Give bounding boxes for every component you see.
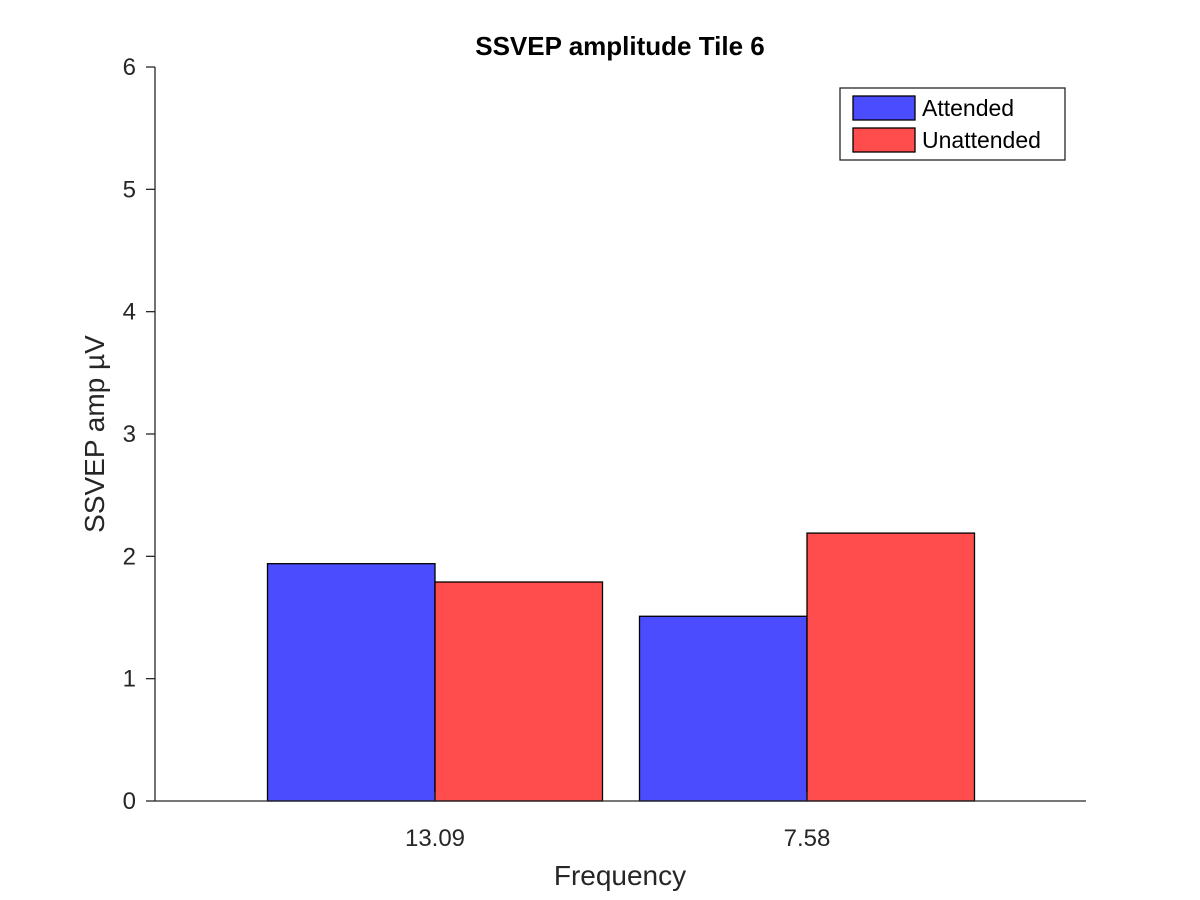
y-tick-label: 0	[123, 788, 136, 815]
y-tick-label: 1	[123, 666, 136, 693]
bar-unattended-7-58	[806, 532, 976, 802]
legend: Attended Unattended	[839, 87, 1066, 161]
legend-swatch-attended	[852, 95, 916, 121]
y-tick-label: 4	[123, 299, 136, 326]
x-tick-label: 7.58	[784, 825, 831, 852]
y-tick-label: 5	[123, 176, 136, 203]
bar-attended-7-58	[638, 615, 808, 802]
chart-title: SSVEP amplitude Tile 6	[475, 31, 764, 61]
bar-attended-13-09	[266, 563, 436, 802]
y-ticks-group: 0 1 2 3 4 5 6	[123, 54, 155, 815]
bar-unattended-13-09	[434, 581, 604, 802]
y-tick-label: 6	[123, 54, 136, 81]
x-axis-title: Frequency	[554, 860, 686, 891]
x-tick-label: 13.09	[405, 825, 465, 852]
y-axis-title: SSVEP amp µV	[79, 335, 110, 533]
legend-label-unattended: Unattended	[922, 127, 1041, 153]
bars-group	[266, 532, 976, 802]
x-ticks-group: 13.09 7.58	[405, 792, 830, 852]
y-tick-label: 2	[123, 543, 136, 570]
legend-swatch-unattended	[852, 127, 916, 153]
y-tick-label: 3	[123, 421, 136, 448]
legend-label-attended: Attended	[922, 95, 1014, 121]
